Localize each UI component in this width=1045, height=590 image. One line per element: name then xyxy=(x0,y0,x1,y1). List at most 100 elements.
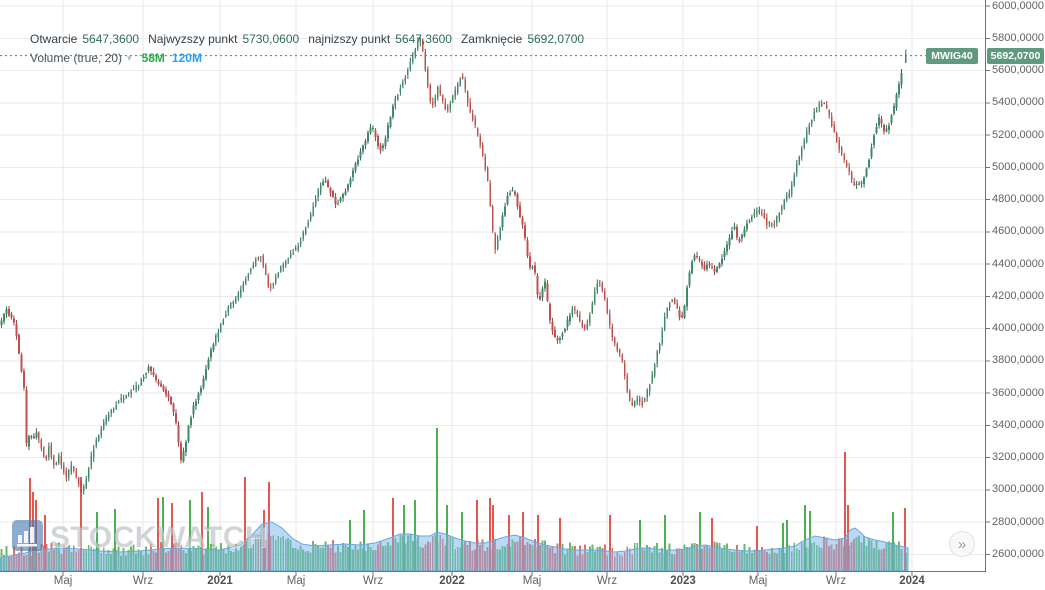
candle-body xyxy=(40,440,43,449)
candle-body xyxy=(239,289,242,296)
candle-body xyxy=(185,442,187,452)
candle-body xyxy=(706,264,708,270)
open-label: Otwarcie xyxy=(30,32,78,46)
candle-body xyxy=(30,436,33,438)
candle-body xyxy=(723,251,726,257)
candle-body xyxy=(618,349,621,354)
low-value: 5647,3600 xyxy=(395,32,452,46)
y-axis-label: 3800,0000 xyxy=(992,354,1044,367)
candle-body xyxy=(347,184,349,191)
candle-body xyxy=(23,371,25,388)
candle-body xyxy=(489,182,491,206)
candle-body xyxy=(327,180,329,188)
candle-body xyxy=(110,410,113,414)
candle-body xyxy=(736,226,738,238)
candle-body xyxy=(481,144,484,156)
candle-body xyxy=(666,308,668,317)
volume-indicator-dropdown[interactable]: Volume (true, 20) xyxy=(30,51,123,65)
candle-body xyxy=(746,223,748,229)
x-axis-label: Maj xyxy=(522,575,542,587)
x-axis-label: Wrz xyxy=(362,575,384,587)
volume-spike-bar xyxy=(489,498,491,571)
candle-body xyxy=(651,375,654,383)
candle-body xyxy=(880,118,883,124)
volume-legend: Volume (true, 20) ▾ 58M 120M xyxy=(30,51,202,65)
candle-body xyxy=(741,235,743,239)
candle-body xyxy=(843,154,845,160)
candle-body xyxy=(904,55,907,63)
x-axis-label: Wrz xyxy=(825,575,847,587)
candle-body xyxy=(718,263,721,268)
chevron-down-icon[interactable]: ▾ xyxy=(127,53,132,63)
y-axis-label: 3600,0000 xyxy=(992,386,1044,399)
candle-body xyxy=(900,73,903,85)
candle-body xyxy=(247,274,250,278)
candle-body xyxy=(803,140,806,148)
symbol-badge: MWIG40 xyxy=(926,48,978,64)
candle-body xyxy=(805,131,808,142)
candle-body xyxy=(499,227,501,239)
candle-body xyxy=(304,227,307,234)
candle-body xyxy=(254,259,257,266)
volume-spike-bar xyxy=(476,500,478,571)
candle-body xyxy=(484,156,486,169)
candle-body xyxy=(566,319,569,327)
candle-body xyxy=(511,190,514,191)
candle-body xyxy=(561,333,564,337)
candle-body xyxy=(795,164,798,174)
candle-body xyxy=(696,255,698,258)
candle-body xyxy=(763,212,766,219)
candle-body xyxy=(748,221,751,223)
y-axis-label: 4600,0000 xyxy=(992,225,1044,238)
candle-body xyxy=(269,286,272,288)
candle-body xyxy=(132,388,135,390)
candle-body xyxy=(62,465,65,473)
volume-spike-bar xyxy=(244,477,246,571)
candle-body xyxy=(611,326,614,337)
candle-body xyxy=(434,97,437,104)
candle-body xyxy=(150,367,152,371)
candle-body xyxy=(5,309,8,314)
candle-body xyxy=(13,318,15,323)
candle-body xyxy=(526,240,529,257)
candle-body xyxy=(394,97,397,106)
x-axis-label: Maj xyxy=(286,575,306,587)
candle-body xyxy=(25,390,28,443)
candle-body xyxy=(107,414,110,419)
candle-body xyxy=(531,266,534,268)
candle-body xyxy=(192,405,195,415)
candle-body xyxy=(100,428,103,435)
x-axis-label: Wrz xyxy=(132,575,154,587)
candle-body xyxy=(382,145,384,149)
candle-body xyxy=(222,319,225,324)
candle-body xyxy=(140,379,142,385)
candle-body xyxy=(165,389,167,395)
candle-body xyxy=(885,128,888,132)
candle-body xyxy=(392,106,394,118)
volume-spike-bar xyxy=(207,507,209,571)
candle-body xyxy=(631,401,634,406)
candle-body xyxy=(833,124,836,132)
candle-body xyxy=(461,76,464,79)
candle-body xyxy=(284,261,287,265)
candle-body xyxy=(419,38,422,43)
candle-body xyxy=(756,211,758,214)
candle-body xyxy=(673,298,676,304)
candle-body xyxy=(249,268,252,272)
y-axis-label: 6000,0000 xyxy=(992,0,1044,12)
candle-body xyxy=(299,241,302,245)
candle-body xyxy=(289,254,292,258)
candle-body xyxy=(825,105,828,109)
x-axis-label: 2022 xyxy=(439,575,465,587)
candle-body xyxy=(768,222,771,224)
candle-body xyxy=(424,52,427,70)
candle-body xyxy=(3,314,5,322)
low-label: najnizszy punkt xyxy=(308,32,391,46)
candle-body xyxy=(848,167,850,172)
candle-body xyxy=(703,264,706,270)
candle-body xyxy=(352,170,354,178)
expand-panel-button[interactable]: » xyxy=(949,531,975,557)
candle-body xyxy=(38,432,40,440)
volume-spike-bar xyxy=(436,428,438,571)
